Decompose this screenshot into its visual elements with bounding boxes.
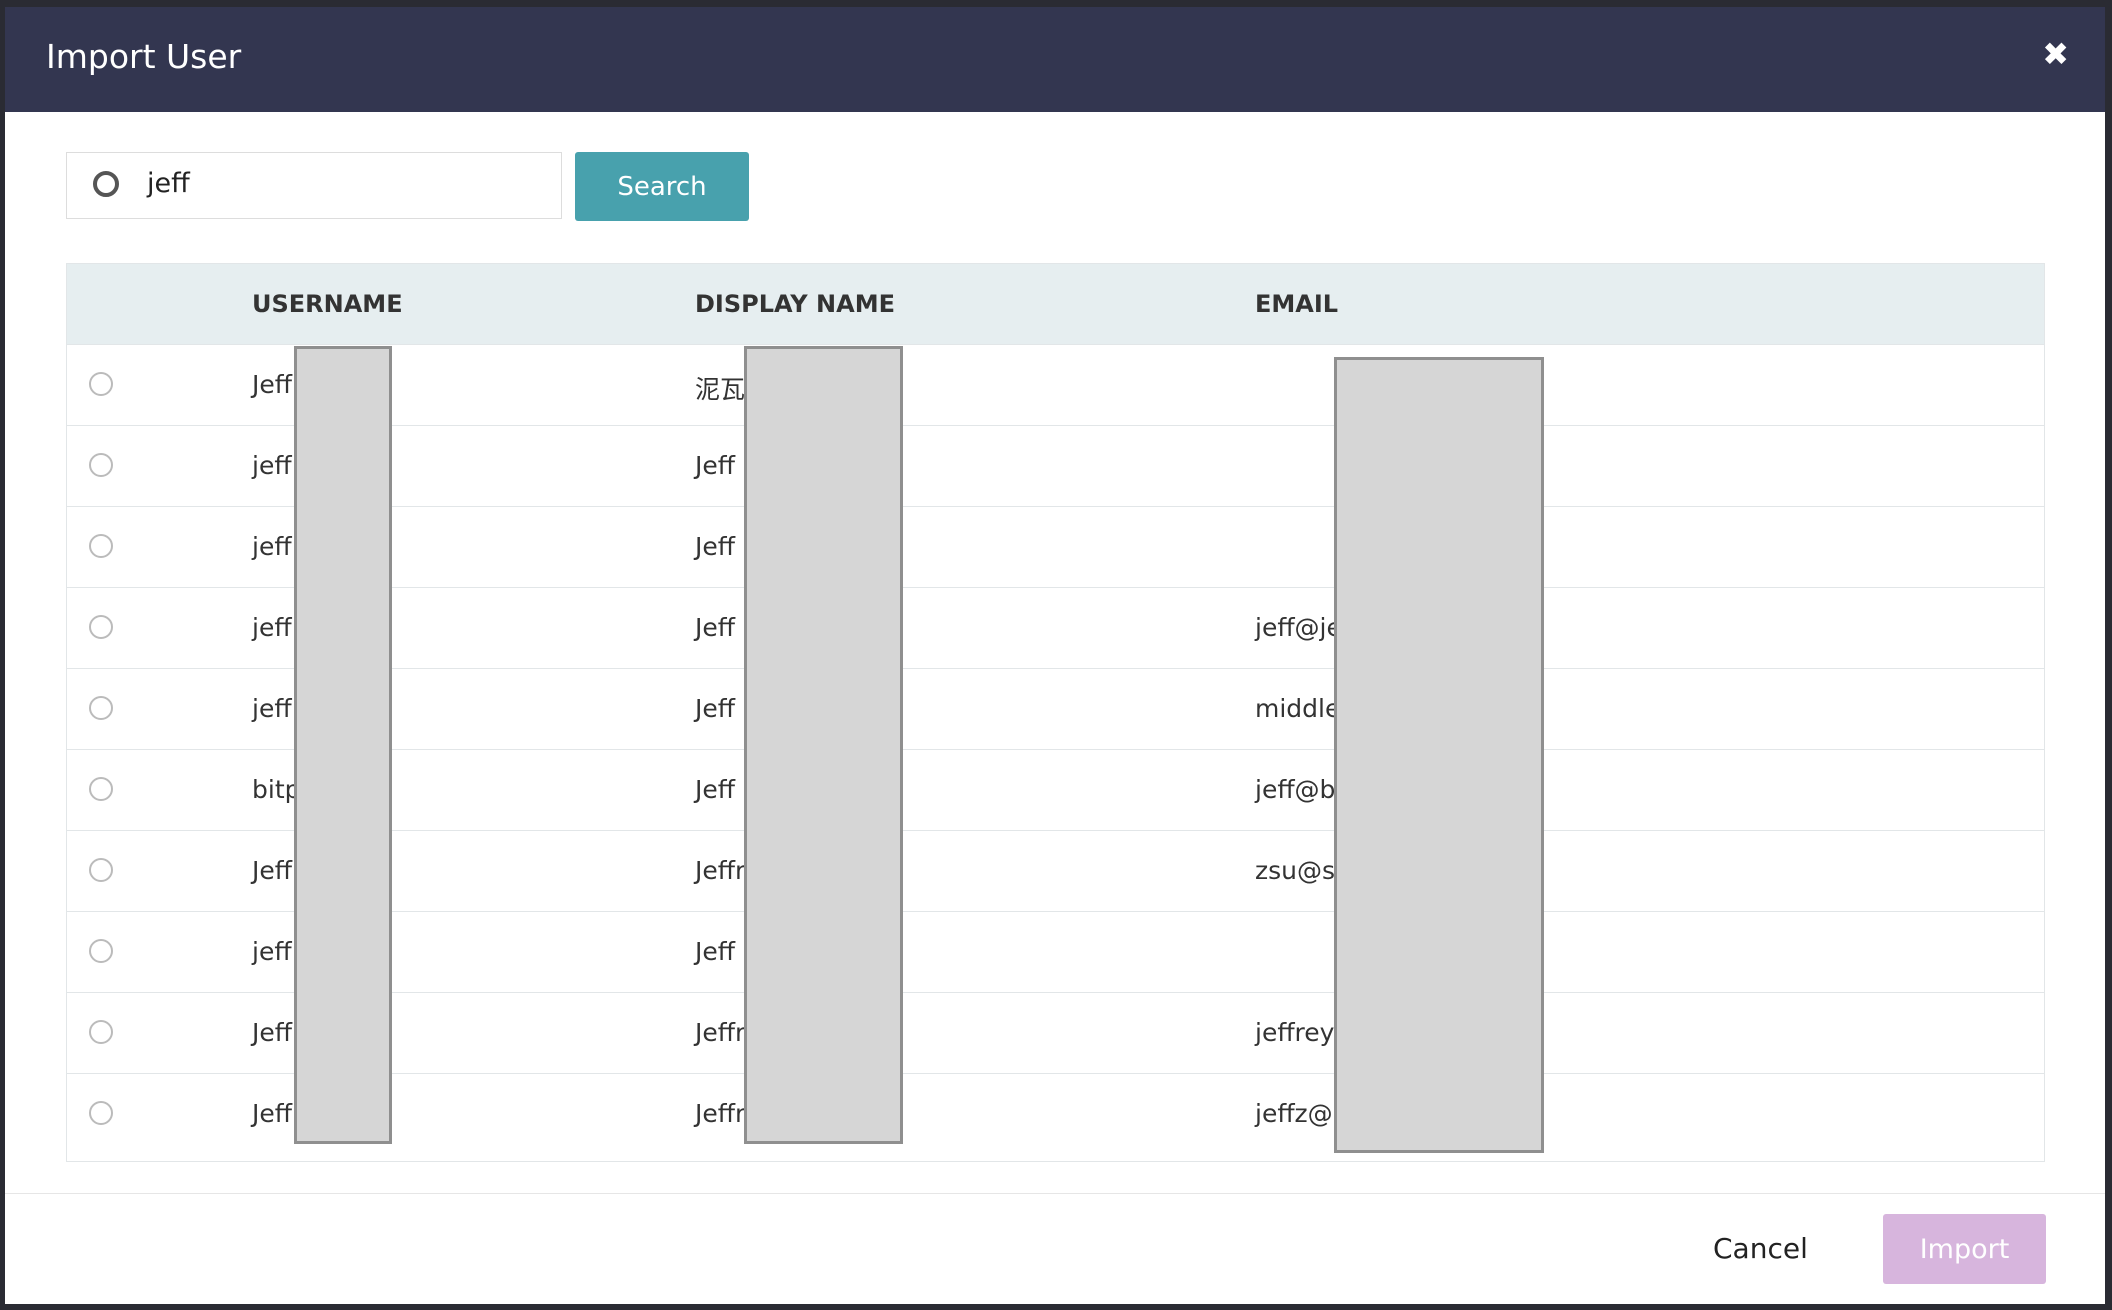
table-row: jeff Jeff [67,911,2044,992]
column-header: EMAIL [1255,290,1339,318]
divider [5,1193,2105,1194]
cell-text: jeff [252,937,292,966]
column-header: DISPLAY NAME [695,290,895,318]
table-row: Jeff Jeffr jeffz@l [67,1073,2044,1154]
cell-text: Jeff [252,856,292,885]
cell-text: jeff [252,694,292,723]
user-table: USERNAME DISPLAY NAME EMAIL Jeff 泥瓦 jeff Jeff… [66,263,2045,1162]
cell-text: jeff [252,532,292,561]
cell-text: jeff@b [1255,775,1336,804]
search-value: jeff [147,168,190,199]
row-radio[interactable] [89,1101,113,1125]
redaction [744,346,903,1144]
table-row: jeff Jeff [67,506,2044,587]
cell-text: Jeffr [695,856,746,885]
cell-text: jeffz@l [1255,1099,1340,1128]
cell-text: Jeffr [695,1018,746,1047]
cell-text: Jeffr [695,1099,746,1128]
cell-text: 泥瓦 [695,375,746,404]
row-radio[interactable] [89,534,113,558]
row-radio[interactable] [89,696,113,720]
search-button[interactable]: Search [575,152,749,221]
row-radio[interactable] [89,372,113,396]
cell-text: zsu@s [1255,856,1336,885]
cell-text: Jeff [695,613,735,642]
table-row: Jeff 泥瓦 [67,344,2044,425]
title: Import User [46,37,242,76]
header: Import User ✖ [5,7,2105,112]
modal: Import User ✖ jeff Search USERNAME DISPLA… [5,7,2105,1304]
row-radio[interactable] [89,939,113,963]
table-header: USERNAME DISPLAY NAME EMAIL [67,264,2044,344]
search-icon [93,171,119,197]
cell-text: Jeff [695,451,735,480]
table-row: Jeff Jeffr jeffrey [67,992,2044,1073]
cell-text: Jeff [252,370,292,399]
row-radio[interactable] [89,858,113,882]
cell-text: jeff [252,451,292,480]
redaction [294,346,392,1144]
row-radio[interactable] [89,777,113,801]
search-input[interactable]: jeff [66,152,562,219]
import-button[interactable]: Import [1883,1214,2046,1284]
close-button[interactable]: ✖ [2042,35,2069,73]
row-radio[interactable] [89,453,113,477]
cell-text: bitp [252,775,301,804]
cancel-button[interactable]: Cancel [1713,1232,1808,1265]
cell-text: Jeff [695,775,735,804]
table-row: jeff Jeff middle [67,668,2044,749]
redaction [1334,357,1544,1153]
cell-text: Jeff [695,937,735,966]
cell-text: jeff@je [1255,613,1342,642]
table-row: bitp Jeff jeff@b [67,749,2044,830]
column-header: USERNAME [252,290,403,318]
cell-text: jeff [252,613,292,642]
table-row: Jeff Jeffr zsu@s [67,830,2044,911]
table-row: jeff Jeff jeff@je [67,587,2044,668]
cell-text: Jeff [695,532,735,561]
table-row: jeff Jeff [67,425,2044,506]
cell-text: Jeff [252,1018,292,1047]
cell-text: middle [1255,694,1341,723]
cell-text: Jeff [252,1099,292,1128]
cell-text: jeffrey [1255,1018,1335,1047]
row-radio[interactable] [89,1020,113,1044]
cell-text: Jeff [695,694,735,723]
row-radio[interactable] [89,615,113,639]
